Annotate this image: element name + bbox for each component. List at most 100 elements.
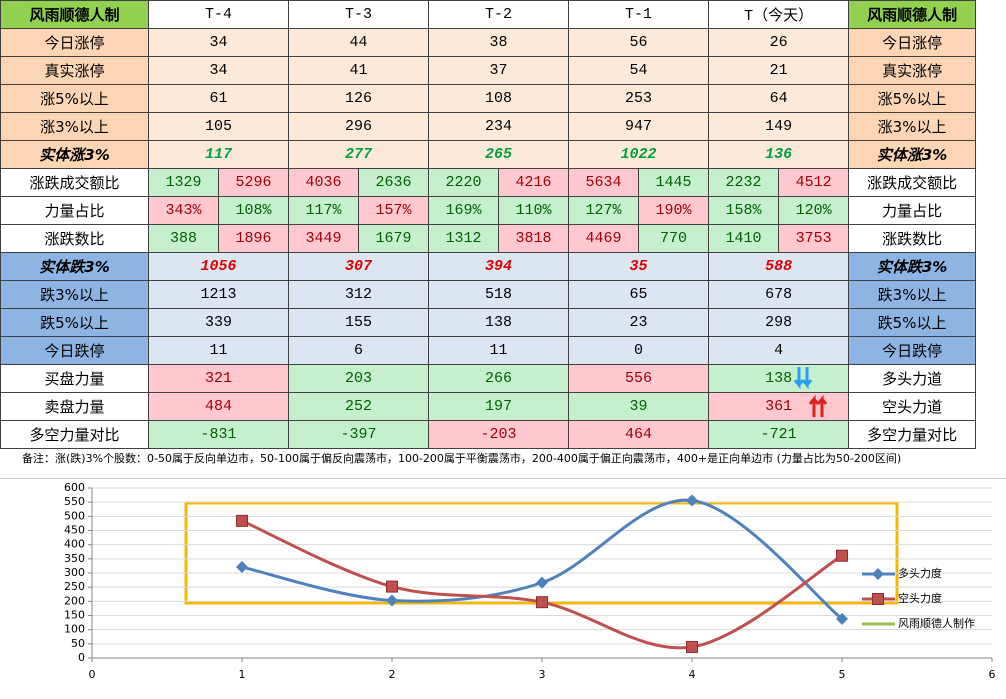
row: 实体跌3% 1056 307 394 35 588 实体跌3% [0,252,977,281]
data-cell: 464 [568,420,710,449]
data-cell: 1056 [147,252,290,281]
row: 力量占比 343% 108% 117% 157% 169% 110% 127% 190% 158%… [0,196,977,225]
x-tick-label: 3 [539,668,546,681]
data-cell: 158% [708,196,780,225]
legend-marker [872,593,884,605]
data-cell: 277 [288,140,430,169]
data-cell: 2220 [428,168,500,197]
row-label-right: 今日涨停 [848,28,977,57]
row-label-right: 涨跌数比 [848,224,977,253]
y-tick-label: 50 [71,637,85,650]
y-tick-label: 400 [64,538,85,551]
x-tick-label: 5 [839,668,846,681]
data-cell: -831 [147,420,290,449]
row-label: 今日涨停 [0,28,149,57]
row: 实体涨3% 117 277 265 1022 136 实体涨3% [0,140,977,169]
row-label: 买盘力量 [0,364,149,393]
row: 真实涨停 34 41 37 54 21 真实涨停 [0,56,977,85]
row: 今日跌停 11 6 11 0 4 今日跌停 [0,336,977,365]
data-cell: 0 [568,336,710,365]
data-cell: 321 [147,364,290,393]
data-cell: 11 [147,336,290,365]
data-cell: 23 [568,308,710,337]
data-cell: 588 [708,252,850,281]
data-cell: 394 [428,252,570,281]
row-label: 真实涨停 [0,56,149,85]
row-label: 涨跌成交额比 [0,168,149,197]
row: 涨5%以上 61 126 108 253 64 涨5%以上 [0,84,977,113]
header-label: 风雨顺德人制 [848,0,977,29]
data-cell: 41 [288,56,430,85]
data-cell: 155 [288,308,430,337]
row: 多空力量对比 -831 -397 -203 464 -721 多空力量对比 [0,420,977,449]
data-cell: 770 [638,224,710,253]
x-tick-label: 2 [389,668,396,681]
data-cell: 157% [358,196,430,225]
data-cell: 117 [147,140,290,169]
y-tick-label: 100 [64,623,85,636]
data-cell: 127% [568,196,640,225]
x-tick-label: 0 [89,668,96,681]
row-label-right: 多空力量对比 [848,420,977,449]
data-cell: 556 [568,364,710,393]
data-cell: 4469 [568,224,640,253]
header-label: 风雨顺德人制 [0,0,149,29]
data-cell: 61 [147,84,290,113]
data-cell: 44 [288,28,430,57]
data-cell: 11 [428,336,570,365]
legend-marker [872,568,884,580]
data-cell: -397 [288,420,430,449]
y-tick-label: 250 [64,580,85,593]
data-cell: 38 [428,28,570,57]
legend-label: 风雨顺德人制作 [898,616,975,630]
arrow-icons [793,367,828,417]
row: 跌5%以上 339 155 138 23 298 跌5%以上 [0,308,977,337]
row: 涨3%以上 105 296 234 947 149 涨3%以上 [0,112,977,141]
data-cell: 388 [148,224,219,253]
header-cell: T-1 [568,0,710,29]
data-cell: 1022 [568,140,710,169]
data-cell: 26 [708,28,850,57]
data-cell: 4036 [288,168,360,197]
data-cell: 21 [708,56,850,85]
data-cell: 1896 [217,224,290,253]
data-cell: 1213 [147,280,290,309]
row-label-right: 多头力道 [848,364,977,393]
legend-label: 多头力度 [898,566,942,580]
data-cell: 64 [708,84,850,113]
row-label: 今日跌停 [0,336,149,365]
row: 跌3%以上 1213 312 518 65 678 跌3%以上 [0,280,977,309]
data-cell: 3449 [288,224,360,253]
data-cell: 1312 [428,224,500,253]
data-cell: 54 [568,56,710,85]
y-tick-label: 150 [64,609,85,622]
data-cell: 197 [428,392,570,421]
series-marker [686,640,698,653]
data-cell: 3753 [778,224,850,253]
data-cell: 343% [148,196,219,225]
data-cell: 35 [568,252,710,281]
data-cell: 65 [568,280,710,309]
data-cell: 5634 [568,168,640,197]
series-marker [836,549,848,562]
row-label-right: 涨跌成交额比 [848,168,977,197]
data-cell: 2636 [358,168,430,197]
data-cell: 34 [147,56,290,85]
y-tick-label: 550 [64,495,85,508]
data-cell: 108% [217,196,290,225]
data-cell: 1329 [148,168,219,197]
data-cell: 149 [708,112,850,141]
series-marker [836,612,848,625]
series-marker [386,594,398,607]
legend-label: 空头力度 [898,591,942,605]
row-label: 多空力量对比 [0,420,149,449]
row-label-right: 实体跌3% [848,252,977,281]
y-tick-label: 600 [64,481,85,494]
header-cell: T-4 [147,0,290,29]
series-marker [386,580,398,593]
row-label: 跌3%以上 [0,280,149,309]
row-label: 卖盘力量 [0,392,149,421]
data-cell: 1445 [638,168,710,197]
data-cell: -203 [428,420,570,449]
